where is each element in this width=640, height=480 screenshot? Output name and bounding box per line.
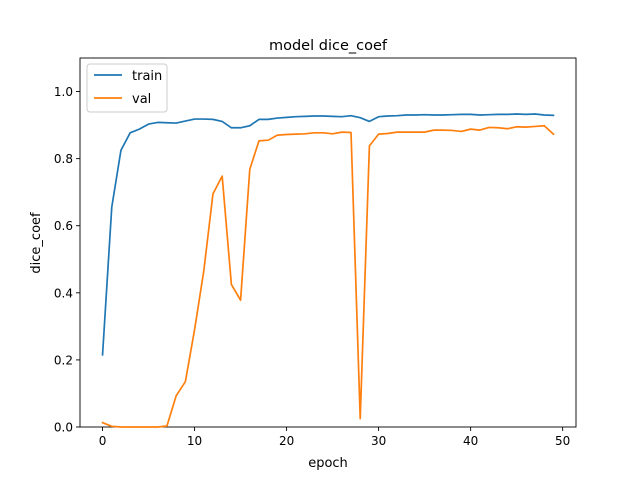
- series-line-train: [101, 113, 555, 356]
- legend-frame: [86, 63, 168, 113]
- y-tick-label: 0.4: [54, 286, 73, 300]
- x-axis-ticks: 0 10 20 30 40 50: [99, 427, 570, 448]
- y-tick-label: 0.8: [54, 152, 73, 166]
- y-axis-ticks: 0.0 0.2 0.4 0.6 0.8 1.0: [54, 85, 80, 435]
- y-axis-label: dice_coef: [29, 212, 44, 274]
- x-tick-label: 50: [555, 434, 570, 448]
- y-tick-label: 0.6: [54, 219, 73, 233]
- x-axis-label: epoch: [308, 456, 348, 471]
- x-tick-label: 0: [99, 434, 107, 448]
- x-tick-label: 10: [187, 434, 202, 448]
- y-tick-label: 1.0: [54, 85, 73, 99]
- series-line-val: [101, 124, 555, 428]
- chart-title: model dice_coef: [269, 38, 388, 54]
- x-tick-label: 40: [463, 434, 478, 448]
- x-tick-label: 30: [371, 434, 386, 448]
- y-tick-label: 0.0: [54, 421, 73, 435]
- legend-label-train: train: [132, 69, 162, 84]
- plot-area: [79, 57, 577, 428]
- y-tick-label: 0.2: [54, 353, 73, 367]
- x-tick-label: 20: [279, 434, 294, 448]
- legend-label-val: val: [132, 92, 151, 107]
- series-layer: [101, 113, 555, 428]
- legend: train val: [86, 63, 168, 113]
- axes-frame: [79, 57, 577, 428]
